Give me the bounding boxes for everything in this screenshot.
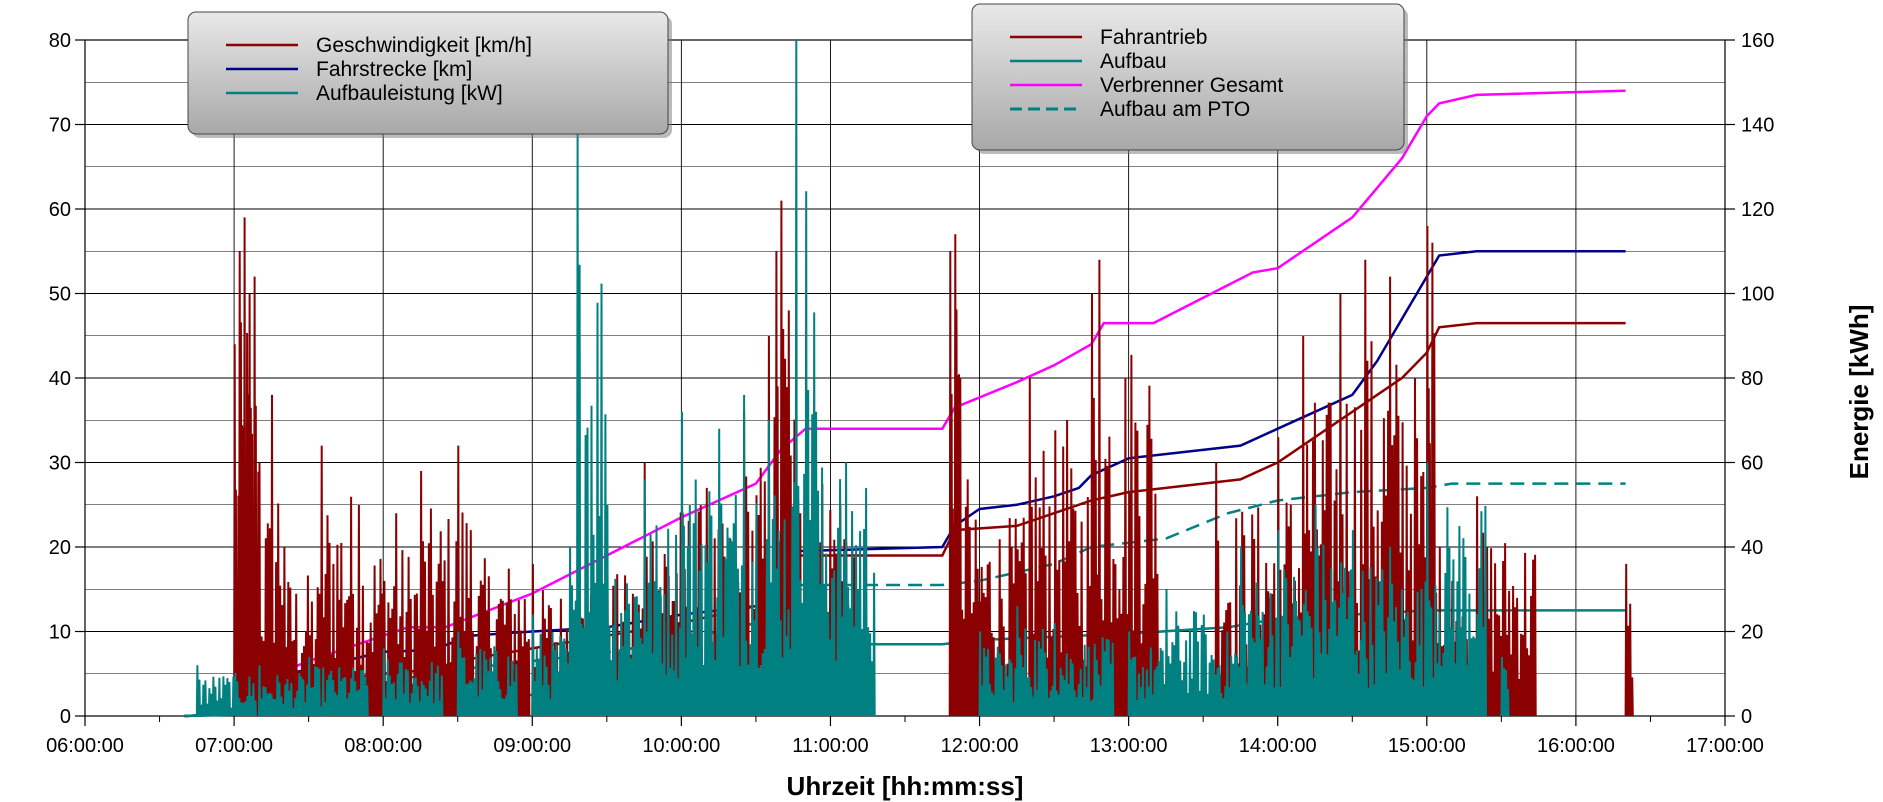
y-right-tick-label: 20 <box>1741 622 1763 644</box>
x-tick-label: 12:00:00 <box>941 735 1019 757</box>
x-tick-label: 15:00:00 <box>1388 735 1466 757</box>
y-left-tick-label: 20 <box>49 537 71 559</box>
x-tick-label: 09:00:00 <box>493 735 571 757</box>
axes: 06:00:00 07:00:00 08:00:00 09:00:00 10:00:00… <box>46 30 1774 757</box>
y-left-tick-label: 70 <box>49 115 71 137</box>
x-tick-label: 13:00:00 <box>1090 735 1168 757</box>
y-right-tick-label: 0 <box>1741 706 1752 728</box>
x-tick-label: 16:00:00 <box>1537 735 1615 757</box>
series-line <box>195 39 1510 717</box>
y-axis-right-title: Energie [kWh] <box>1844 305 1874 480</box>
series-layer <box>184 39 1634 718</box>
y-left-tick-label: 60 <box>49 199 71 221</box>
legend-left: Geschwindigkeit [km/h]Fahrstrecke [km]Au… <box>187 11 672 138</box>
y-right-tick-label: 120 <box>1741 199 1774 221</box>
x-tick-label: 14:00:00 <box>1239 735 1317 757</box>
y-right-tick-label: 80 <box>1741 368 1763 390</box>
x-tick-label: 08:00:00 <box>344 735 422 757</box>
y-left-tick-label: 30 <box>49 453 71 475</box>
x-tick-label: 10:00:00 <box>642 735 720 757</box>
legend-entry-label: Aufbau <box>1100 50 1167 73</box>
x-tick-label: 06:00:00 <box>46 735 124 757</box>
legend-entry-label: Fahrstrecke [km] <box>316 58 472 81</box>
legend-entry-label: Verbrenner Gesamt <box>1100 74 1283 97</box>
series-line <box>233 200 1634 717</box>
y-right-tick-label: 40 <box>1741 537 1763 559</box>
y-left-tick-label: 0 <box>60 706 71 728</box>
legend-box <box>187 11 669 135</box>
y-left-tick-label: 10 <box>49 622 71 644</box>
y-right-tick-label: 60 <box>1741 453 1763 475</box>
series-geschwindigkeit-km-h <box>233 200 1634 717</box>
legend-entry-label: Geschwindigkeit [km/h] <box>316 34 532 57</box>
y-left-tick-label: 80 <box>49 30 71 52</box>
y-right-tick-label: 140 <box>1741 115 1774 137</box>
y-left-tick-label: 50 <box>49 284 71 306</box>
y-right-tick-label: 160 <box>1741 30 1774 52</box>
legend-entry-label: Fahrantrieb <box>1100 26 1207 49</box>
series-aufbauleistung-kw <box>195 39 1510 717</box>
x-tick-label: 07:00:00 <box>195 735 273 757</box>
legend-entry-label: Aufbau am PTO <box>1100 98 1250 121</box>
x-tick-label: 17:00:00 <box>1686 735 1764 757</box>
x-tick-label: 11:00:00 <box>792 735 868 757</box>
legend-box <box>971 3 1405 151</box>
y-left-tick-label: 40 <box>49 368 71 390</box>
legend-entry-label: Aufbauleistung [kW] <box>316 82 503 105</box>
x-axis-title: Uhrzeit [hh:mm:ss] <box>787 771 1024 801</box>
y-right-tick-label: 100 <box>1741 284 1774 306</box>
